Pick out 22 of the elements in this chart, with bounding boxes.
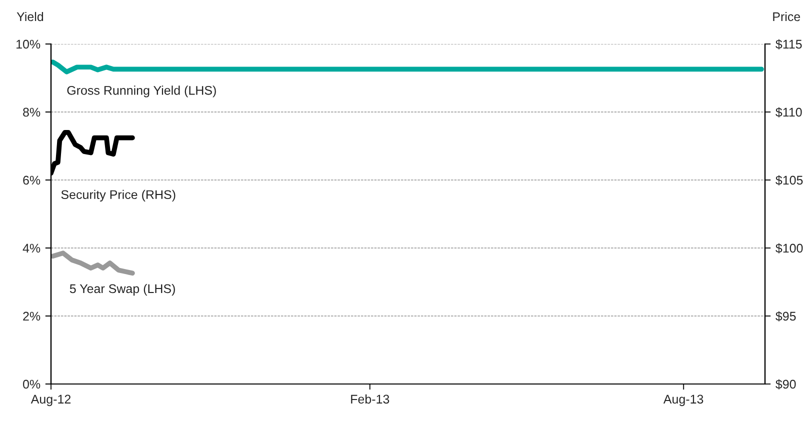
y-tick-label: 4% <box>22 244 40 253</box>
x-tick-label: Feb-13 <box>351 394 390 404</box>
x-tick-label: Aug-12 <box>30 394 71 406</box>
y2-tick-label: $105 <box>776 175 803 186</box>
line-series <box>51 250 135 276</box>
y-tick-label: 8% <box>23 108 40 117</box>
y2-tick-label: $115 <box>776 39 802 50</box>
y-axis-title: Yield <box>16 12 44 22</box>
series-label: Gross Running Yield (LHS) <box>67 86 216 98</box>
x-tick-label: Aug-13 <box>663 394 704 406</box>
y-tick-label: 2% <box>23 312 40 321</box>
series-label: Security Price (RHS) <box>61 190 176 202</box>
y2-tick-label: $110 <box>776 107 802 118</box>
y2-tick-label: $90 <box>776 379 796 390</box>
y-tick-label: 6% <box>23 176 40 185</box>
y-tick-label: 10% <box>16 40 40 49</box>
y-tick-label: 0% <box>23 380 40 389</box>
series-label: 5 Year Swap (LHS) <box>70 284 175 296</box>
y2-tick-label: $100 <box>776 243 803 254</box>
y2-tick-label: $95 <box>776 311 796 322</box>
y2-axis-title: Price <box>773 12 800 22</box>
line-series <box>51 60 764 74</box>
